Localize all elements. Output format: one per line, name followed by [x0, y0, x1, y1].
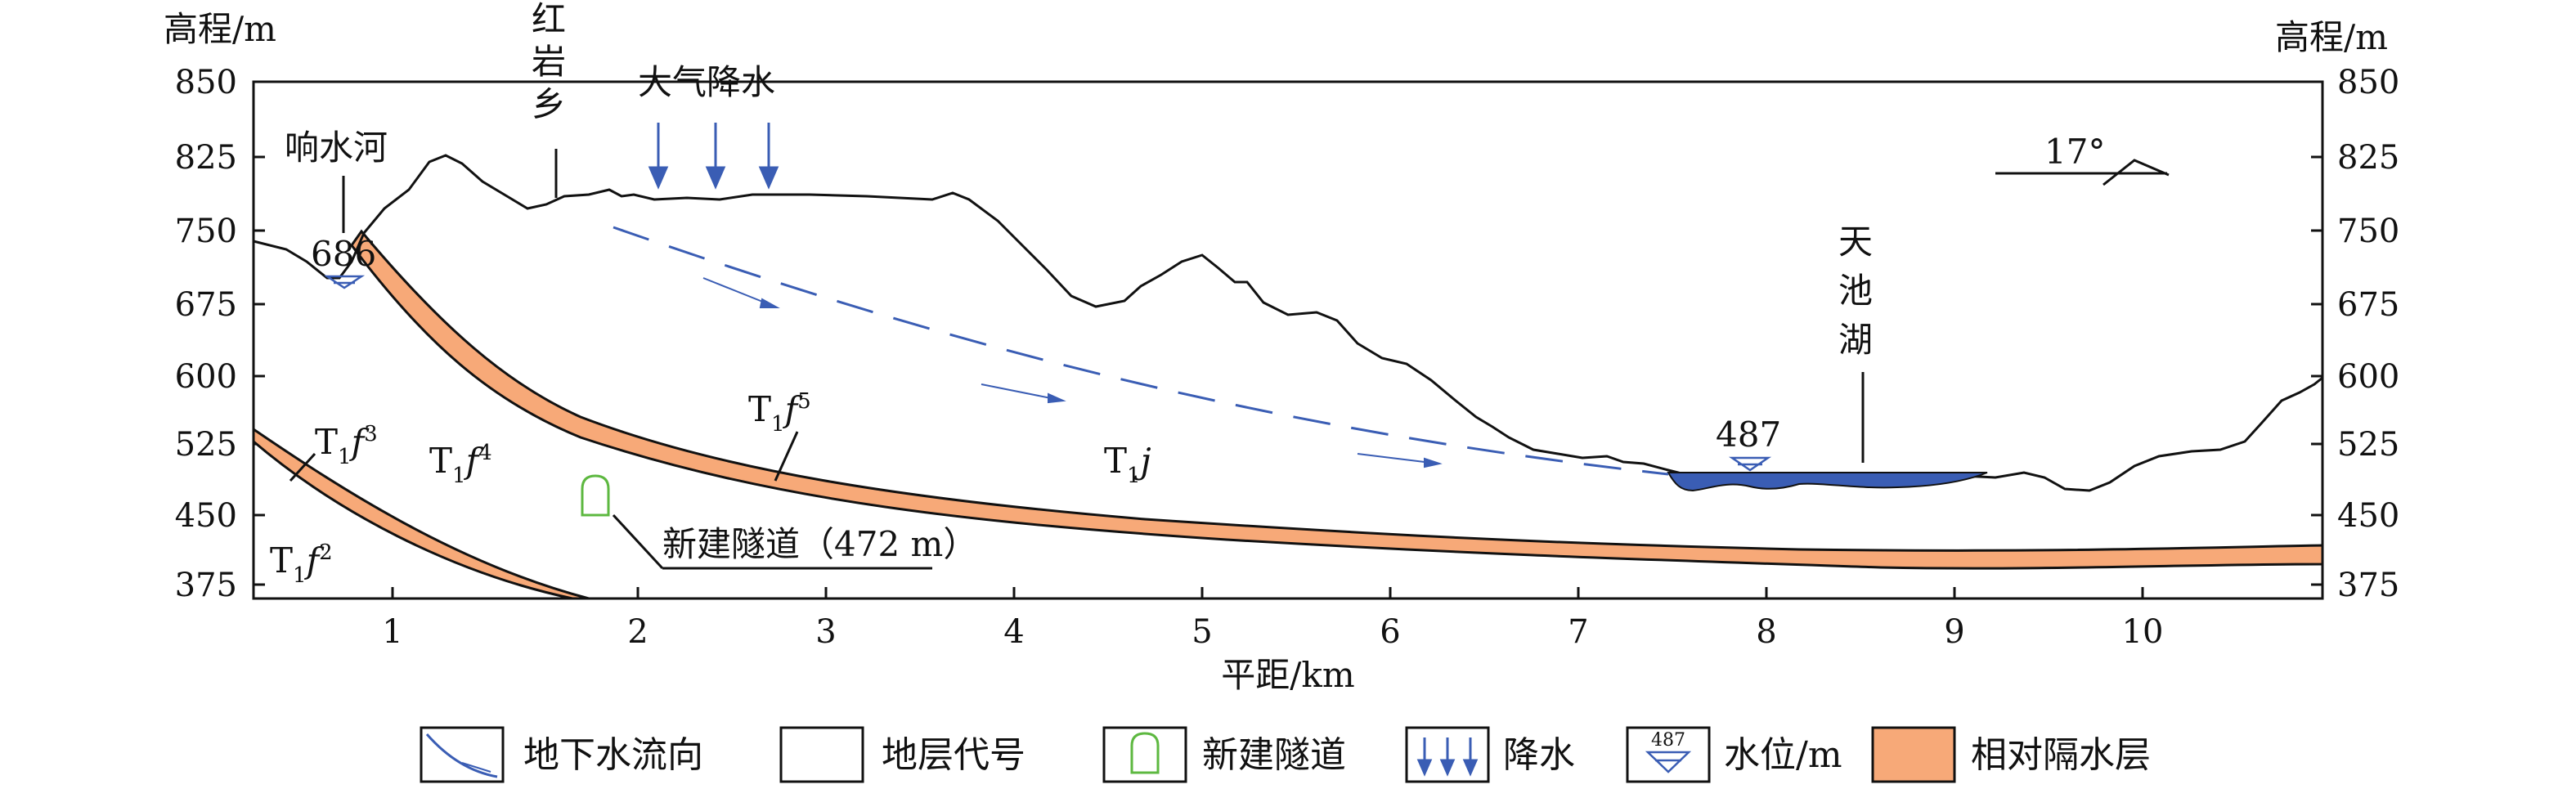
legend-aquitard-swatch [1871, 726, 1956, 783]
x-tick-label: 9 [1944, 613, 1964, 651]
x-tick-label: 10 [2122, 613, 2164, 651]
stratum-t1j: T1j [1104, 441, 1151, 488]
x-tick-marks [391, 587, 2144, 598]
x-tick-label: 3 [815, 613, 836, 651]
xiangshuihe-label: 响水河 [285, 128, 388, 168]
y-tick-label: 600 [2337, 358, 2399, 396]
legend-rain-label: 降水 [1503, 734, 1575, 776]
y-tick-label: 750 [2337, 213, 2399, 250]
y-tick-label: 450 [2337, 497, 2399, 535]
y-tick-labels-right: 850 825 750 675 600 525 450 375 [2337, 64, 2399, 604]
tunnel-icon [581, 474, 610, 517]
x-tick-label: 2 [627, 613, 648, 651]
legend-water-level-label: 水位/m [1724, 734, 1842, 776]
y-tick-label: 850 [175, 64, 237, 101]
stratum-t1f5-leader [774, 431, 799, 482]
y-axis-title-left: 高程/m [164, 9, 276, 49]
x-tick-label: 7 [1568, 613, 1588, 651]
y-tick-label: 525 [2337, 426, 2399, 464]
y-tick-label: 750 [175, 213, 237, 250]
rain-arrows [648, 123, 779, 190]
legend-stratum-label: 地层代号 [882, 734, 1025, 776]
tianchi-char-2: 池 [1838, 271, 1873, 311]
tianchi-char-1: 天 [1838, 222, 1873, 262]
legend-water-level-sample: 487 [1651, 730, 1685, 751]
y-tick-label: 675 [175, 286, 237, 324]
y-tick-label: 450 [175, 497, 237, 535]
legend-tunnel-label: 新建隧道 [1202, 734, 1346, 776]
y-tick-label: 375 [2337, 567, 2399, 604]
water-level-left: 686 [311, 234, 376, 274]
water-level-symbol-left [323, 275, 366, 289]
hongyan-char-1: 红 [532, 0, 566, 39]
y-tick-label: 525 [175, 426, 237, 464]
stratum-t1f5: T1f5 [748, 389, 811, 437]
stratum-t1f2: T1f2 [270, 540, 333, 588]
y-axis-title-right: 高程/m [2275, 17, 2388, 57]
y-tick-labels-left: 850 825 750 675 600 525 450 375 [175, 64, 237, 604]
legend-stratum-swatch [779, 726, 864, 783]
legend-water-level-swatch [1626, 726, 1711, 783]
x-tick-labels: 1 2 3 4 5 6 7 8 9 10 [382, 613, 2163, 651]
flow-arrow-icon [461, 762, 491, 773]
water-level-symbol-right [1728, 456, 1772, 472]
y-tick-marks [254, 80, 2322, 586]
legend-tunnel-swatch [1102, 726, 1187, 783]
ground-surface-line [253, 154, 2323, 492]
tunnel-legend-icon [1130, 732, 1160, 774]
y-tick-label: 600 [175, 358, 237, 396]
plot-frame [252, 80, 2324, 600]
x-tick-label: 4 [1003, 613, 1024, 651]
stratum-t1f4: T1f4 [429, 441, 492, 488]
tunnel-label: 新建隧道（472 m） [662, 524, 977, 564]
tianchi-char-3: 湖 [1838, 320, 1873, 360]
flow-arrows [702, 277, 1443, 468]
rain-label: 大气降水 [638, 62, 775, 102]
stratum-t1f3-leader [289, 452, 316, 482]
x-axis-title: 平距/km [1221, 655, 1354, 695]
y-tick-label: 825 [175, 139, 237, 177]
tianchi-lake-water [1667, 472, 1988, 492]
aquitard-band-upper [350, 229, 2324, 570]
legend-flow-swatch [420, 726, 505, 783]
water-level-legend-icon [1645, 751, 1692, 773]
water-level-right: 487 [1716, 415, 1781, 455]
y-tick-label: 675 [2337, 286, 2399, 324]
y-tick-label: 825 [2337, 139, 2399, 177]
y-tick-label: 850 [2337, 64, 2399, 101]
tunnel-leader [612, 513, 664, 570]
rain-legend-icon [1416, 737, 1479, 777]
x-tick-label: 5 [1192, 613, 1212, 651]
legend: 地下水流向 地层代号 新建隧道 降水 487 水位/m 相对隔水层 [420, 726, 2151, 783]
hongyan-char-3: 乡 [532, 84, 566, 124]
aquitard-band-lower [252, 427, 590, 600]
legend-flow-label: 地下水流向 [523, 734, 703, 776]
dip-symbol [2103, 159, 2170, 186]
x-tick-label: 8 [1756, 613, 1776, 651]
legend-rain-swatch [1405, 726, 1490, 783]
x-tick-label: 6 [1380, 613, 1400, 651]
x-tick-label: 1 [382, 613, 402, 651]
stratum-t1f3: T1f3 [315, 422, 378, 469]
y-tick-label: 375 [175, 567, 237, 604]
dip-label: 17° [2044, 132, 2105, 172]
hongyan-char-2: 岩 [532, 42, 566, 82]
legend-aquitard-label: 相对隔水层 [1971, 734, 2151, 776]
groundwater-flow-line [613, 226, 1669, 476]
